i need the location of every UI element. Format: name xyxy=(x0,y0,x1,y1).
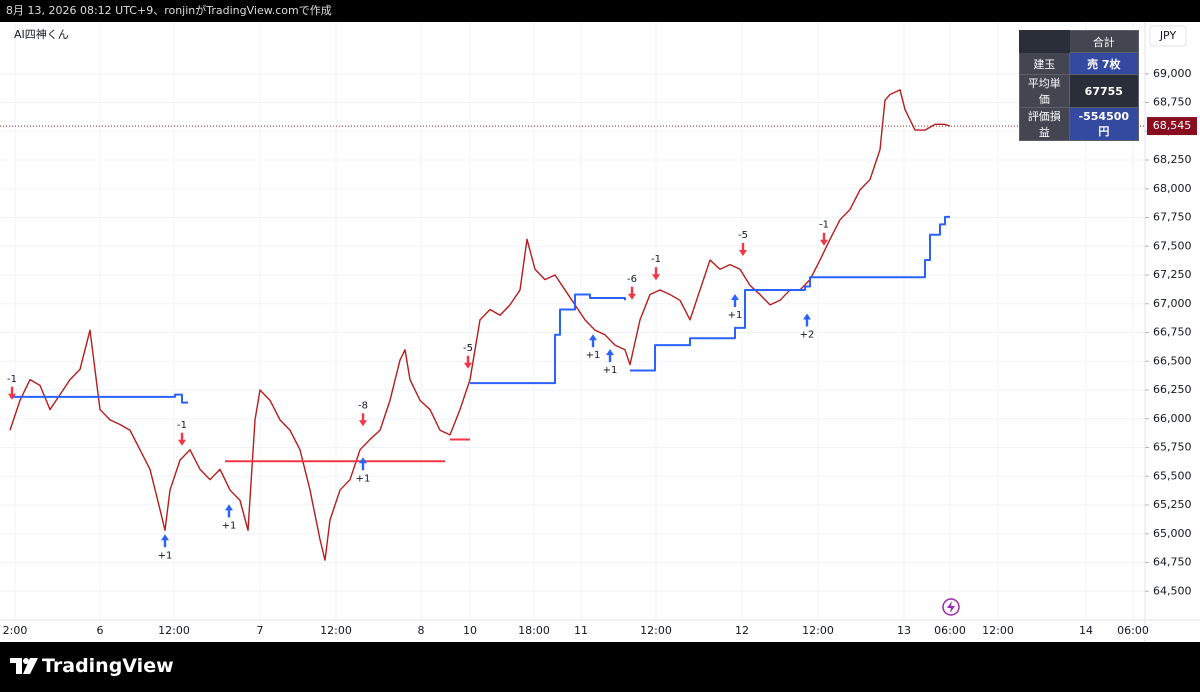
signal-label: -1 xyxy=(819,220,829,231)
y-tick-label: 66,500 xyxy=(1153,354,1192,367)
table-header: 合計 xyxy=(1068,30,1140,53)
y-tick-label: 68,250 xyxy=(1153,153,1192,166)
x-tick-label: 6 xyxy=(97,624,104,637)
x-tick-label: 12:00 xyxy=(982,624,1014,637)
x-tick-label: 14 xyxy=(1079,624,1093,637)
x-tick-label: 12:00 xyxy=(802,624,834,637)
table-label: 平均単価 xyxy=(1019,74,1070,108)
signal-arrow xyxy=(803,313,811,327)
y-tick-label: 65,750 xyxy=(1153,441,1192,454)
table-value: -554500円 xyxy=(1068,107,1140,141)
signal-arrow xyxy=(178,432,186,446)
chart: AI四神くん JPY 64,500 64,750 65,000 65,250 65,50… xyxy=(0,22,1200,642)
y-tick-label: 65,250 xyxy=(1153,498,1192,511)
signal-arrow xyxy=(225,504,233,518)
y-tick-label: 67,250 xyxy=(1153,268,1192,281)
y-tick-label: 64,750 xyxy=(1153,556,1192,569)
x-tick-label: 12:00 xyxy=(158,624,190,637)
signal-arrow xyxy=(652,267,660,281)
position-table: 合計 建玉売 7枚 平均単価 67755 評価損益 -554500円 xyxy=(1019,30,1140,141)
signal-label: +1 xyxy=(222,520,237,531)
signal-label: +1 xyxy=(603,365,618,376)
table-value: 売 7枚 xyxy=(1068,52,1140,75)
y-tick-label: 67,750 xyxy=(1153,211,1192,224)
y-tick-label: 68,000 xyxy=(1153,182,1192,195)
y-tick-label: 69,000 xyxy=(1153,67,1192,80)
x-tick-label: 8 xyxy=(418,624,425,637)
signal-label: -1 xyxy=(651,254,661,265)
currency-box xyxy=(1149,25,1187,47)
signal-arrow xyxy=(820,232,828,246)
x-tick-label: 11 xyxy=(574,624,588,637)
signal-label: +1 xyxy=(158,550,173,561)
signal-label: +1 xyxy=(728,310,743,321)
alert-bolt xyxy=(947,601,955,613)
signal-label: -1 xyxy=(177,420,187,431)
x-tick-label: 18:00 xyxy=(518,624,550,637)
currency: JPY xyxy=(1159,29,1177,42)
signal-arrow xyxy=(589,334,597,348)
signal-label: -8 xyxy=(358,400,368,411)
table-value: 67755 xyxy=(1068,74,1140,108)
signal-arrow xyxy=(606,349,614,363)
signal-label: -1 xyxy=(7,374,17,385)
x-tick-label: 13 xyxy=(897,624,911,637)
footer: TradingView xyxy=(0,642,1200,692)
signal-arrow xyxy=(731,293,739,307)
last-price-label: 68,545 xyxy=(1153,119,1192,132)
y-tick-label: 66,750 xyxy=(1153,326,1192,339)
signal-arrow xyxy=(464,355,472,369)
chart-title: AI四神くん xyxy=(14,27,69,41)
price-line xyxy=(9,89,951,561)
position-line xyxy=(10,215,950,404)
table-label: 建玉 xyxy=(1019,52,1070,75)
x-tick-label: 12:00 xyxy=(320,624,352,637)
x-tick-label: 12 xyxy=(735,624,749,637)
signal-label: +2 xyxy=(800,330,815,341)
x-tick-label: 12:00 xyxy=(640,624,672,637)
signal-arrow xyxy=(359,413,367,427)
y-tick-label: 64,500 xyxy=(1153,584,1192,597)
signal-label: -6 xyxy=(627,274,637,285)
x-tick-label: 2:00 xyxy=(3,624,28,637)
signal-arrow xyxy=(161,534,169,548)
y-tick-label: 66,000 xyxy=(1153,412,1192,425)
signal-arrow xyxy=(739,243,747,257)
table-corner xyxy=(1019,30,1070,53)
x-tick-label: 06:00 xyxy=(934,624,966,637)
y-tick-label: 65,000 xyxy=(1153,527,1192,540)
signal-label: -5 xyxy=(463,343,473,354)
y-tick-label: 67,000 xyxy=(1153,297,1192,310)
header: 8月 13, 2026 08:12 UTC+9、ronjinがTradingVi… xyxy=(6,4,332,17)
signal-label: -5 xyxy=(738,230,748,241)
last-price-box xyxy=(1147,117,1197,136)
x-tick-label: 10 xyxy=(463,624,477,637)
table-label: 評価損益 xyxy=(1019,107,1070,141)
y-tick-label: 67,500 xyxy=(1153,239,1192,252)
signal-label: +1 xyxy=(356,473,371,484)
x-tick-label: 7 xyxy=(257,624,264,637)
position-line xyxy=(225,438,470,463)
y-tick-label: 68,750 xyxy=(1153,96,1192,109)
signal-arrow xyxy=(628,286,636,300)
signal-arrow xyxy=(8,386,16,400)
y-tick-label: 66,250 xyxy=(1153,383,1192,396)
signal-arrow xyxy=(359,457,367,471)
y-tick-label: 65,500 xyxy=(1153,469,1192,482)
alert-icon[interactable] xyxy=(942,598,960,616)
x-tick-label: 06:00 xyxy=(1117,624,1149,637)
brand-logo xyxy=(10,658,38,674)
brand-name: TradingView xyxy=(42,655,174,677)
signal-label: +1 xyxy=(586,350,601,361)
